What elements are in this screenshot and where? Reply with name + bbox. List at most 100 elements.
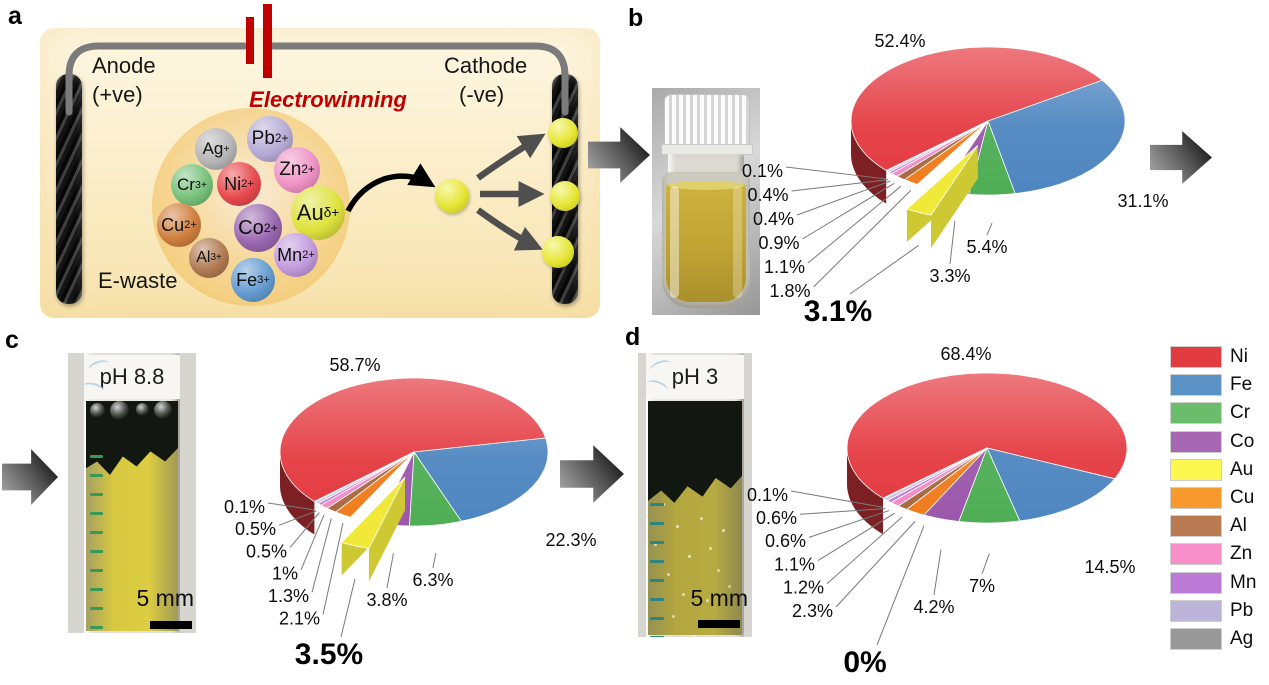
graduation-tick (90, 626, 103, 629)
legend-item-Cu: Cu (1160, 486, 1269, 510)
pie-b-label: 1.1% (764, 257, 805, 277)
graduation-tick (90, 493, 103, 496)
pie-d-label: 1.2% (783, 578, 824, 598)
legend-item-Mn: Mn (1160, 571, 1269, 595)
panel-letter-a: a (8, 2, 22, 30)
pie-b-label: 0.1% (742, 161, 783, 181)
legend-label: Mn (1230, 571, 1257, 593)
pie-b-label: 31.1% (1117, 191, 1168, 211)
tube-photo-ph-8-8: pH 8.8 5 mm (68, 353, 196, 633)
leader-line (817, 512, 895, 562)
leader-line (799, 508, 886, 515)
glass-highlight (670, 186, 679, 298)
scale-bar (150, 621, 192, 629)
deposition-arrow-top (476, 133, 546, 181)
pie-d-label: 7% (969, 576, 995, 596)
graduation-tick (90, 569, 103, 572)
leader-line (849, 244, 919, 295)
leader-line (785, 166, 887, 180)
capacitor-plate-short (246, 17, 254, 64)
pie-d-label: 0.6% (765, 531, 806, 551)
legend-swatch-Zn (1170, 543, 1222, 566)
graduation-tick (650, 598, 664, 601)
graduation-tick (90, 531, 103, 534)
vial-photo-leachate (652, 88, 760, 315)
legend-label: Ni (1230, 346, 1248, 367)
leader-line (986, 222, 993, 236)
legend-item-Fe: Fe (1160, 373, 1269, 397)
scale-bar (698, 620, 740, 628)
pie-d-label: 0.6% (756, 508, 797, 528)
panel-letter-c: c (5, 326, 19, 354)
leader-line (311, 518, 332, 593)
legend-swatch-Cr (1170, 402, 1222, 425)
ion-Mn: Mn 2+ (274, 233, 318, 277)
pie-c-label: 22.3% (545, 530, 596, 550)
pie-d-label: 14.5% (1084, 557, 1135, 577)
graduation-tick (650, 503, 664, 506)
pie-b-label: 0.4% (747, 185, 788, 205)
pie-b-label: 3.3% (929, 266, 970, 286)
legend-label: Fe (1230, 374, 1253, 396)
legend-swatch-Fe (1170, 374, 1222, 397)
pie-c-label: 3.5% (295, 638, 363, 671)
legend-label: Al (1230, 515, 1247, 537)
pie-c-sheen (280, 378, 548, 526)
gold-particle-cathode-top (548, 118, 578, 148)
leader-line (813, 190, 912, 288)
legend-swatch-Ni (1170, 346, 1222, 368)
pie-c-label: 58.7% (329, 355, 380, 375)
deposition-arrow-bottom (476, 207, 543, 251)
gold-migration-arrow (345, 163, 436, 213)
pie-c-label: 1% (272, 564, 298, 584)
scale-label: 5 mm (136, 585, 195, 611)
pie-c-label: 2.1% (279, 608, 320, 628)
e-waste-label: E-waste (98, 268, 178, 293)
ion-Cu: Cu 2+ (157, 203, 201, 247)
bubble (90, 403, 105, 418)
ion-Ag: Ag + (195, 128, 237, 170)
legend-label: Au (1230, 458, 1254, 480)
pie-c-label: 3.8% (366, 590, 407, 610)
leader-line (796, 180, 891, 216)
legend-swatch-Au (1170, 458, 1222, 481)
legend-swatch-Cu (1170, 487, 1222, 509)
liquid-meniscus (668, 181, 744, 190)
pie-b-label: 3.1% (804, 295, 872, 328)
graduation-tick (650, 541, 664, 544)
electrowinning-title: Electrowinning (249, 87, 407, 112)
legend-label: Co (1230, 430, 1255, 452)
gold-particle-cathode-bottom (542, 236, 574, 268)
pie-chart-c: 58.7% 22.3% 6.3% 3.8% 3.5% 0.1% 0.5% 0.5% 1% 1.3%… (180, 340, 600, 685)
legend-swatch-Ag (1170, 628, 1222, 650)
pie-d-label: 2.3% (792, 601, 833, 621)
pie-chart-b: 52.4% 31.1% 5.4% 3.3% 3.1% 0.1% 0.4% 0.4% 0.9% 1.… (730, 25, 1190, 328)
leader-line (949, 220, 956, 265)
leader-line (835, 521, 916, 608)
legend-item-Ni: Ni (1160, 345, 1269, 369)
legend-item-Co: Co (1160, 430, 1269, 454)
graduation-tick (90, 512, 103, 515)
legend-label: Cu (1230, 487, 1255, 508)
gold-particle-free (435, 179, 469, 213)
graduation-tick (650, 560, 664, 563)
pie-c-slice-Au (340, 476, 406, 549)
ion-Al: Al 3+ (189, 238, 229, 278)
pie-b-slice-Au (906, 145, 979, 216)
leader-line (289, 512, 320, 548)
leader-line (340, 578, 356, 638)
anode-label: Anode (92, 53, 156, 78)
legend-swatch-Pb (1170, 599, 1222, 622)
graduation-tick (90, 455, 103, 458)
pie-b-rim-Ni (851, 121, 887, 204)
pie-b-sheen (851, 47, 1125, 195)
pie-d-label: 0.1% (747, 485, 788, 505)
vial-liquid (666, 184, 746, 302)
graduation-tick (90, 607, 103, 610)
ph-label: pH 8.8 (84, 355, 180, 399)
pie-b-label: 0.4% (753, 209, 794, 229)
pie-b-label: 5.4% (966, 237, 1007, 257)
pie-d-label: 4.2% (913, 597, 954, 617)
graduation-tick (650, 522, 664, 525)
